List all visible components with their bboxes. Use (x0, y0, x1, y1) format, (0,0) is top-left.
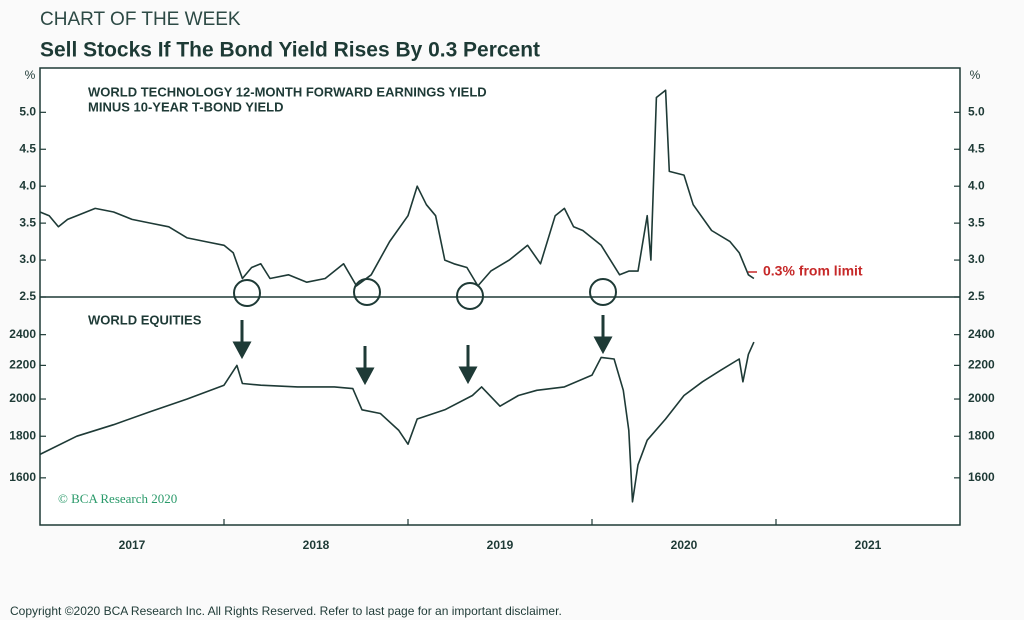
y-tick-label: 2400 (968, 327, 995, 341)
arrow-head (593, 336, 613, 355)
arrows (232, 315, 613, 386)
y-tick-label: 1600 (9, 470, 36, 484)
y-tick-label: 4.0 (968, 178, 985, 192)
unit-label: % (970, 68, 981, 82)
x-tick-label: 2021 (855, 538, 882, 552)
x-tick-label: 2019 (487, 538, 514, 552)
page-title: Sell Stocks If The Bond Yield Rises By 0… (40, 39, 540, 62)
data-line (39, 89, 755, 287)
circle-marker (589, 278, 617, 306)
panel-title: WORLD TECHNOLOGY 12-MONTH FORWARD EARNIN… (88, 84, 487, 99)
y-tick-label: 2200 (9, 358, 36, 372)
y-tick-label: 4.5 (19, 141, 36, 155)
y-tick-label: 4.0 (19, 178, 36, 192)
arrow-head (232, 341, 252, 360)
y-tick-label: 5.0 (19, 104, 36, 118)
arrow-head (458, 366, 478, 385)
y-tick-label: 1600 (968, 470, 995, 484)
circle-marker (233, 279, 261, 307)
y-tick-label: 1800 (9, 428, 36, 442)
y-tick-label: 3.0 (968, 252, 985, 266)
data-line (39, 341, 755, 503)
y-tick-label: 2.5 (968, 289, 985, 303)
y-tick-label: 3.0 (19, 252, 36, 266)
watermark: © BCA Research 2020 (58, 491, 177, 506)
circle-marker (353, 278, 381, 306)
kicker: CHART OF THE WEEK (40, 9, 241, 30)
x-tick-label: 2017 (119, 538, 146, 552)
x-tick-label: 2018 (303, 538, 330, 552)
circle-markers (233, 278, 617, 310)
y-tick-label: 3.5 (19, 215, 36, 229)
y-tick-label: 4.5 (968, 141, 985, 155)
y-tick-label: 2200 (968, 358, 995, 372)
y-tick-label: 2.5 (19, 289, 36, 303)
y-tick-label: 2000 (9, 391, 36, 405)
panel-subtitle: MINUS 10-YEAR T-BOND YIELD (88, 99, 284, 114)
y-tick-label: 5.0 (968, 104, 985, 118)
y-tick-label: 3.5 (968, 215, 985, 229)
footer: Copyright ©2020 BCA Research Inc. All Ri… (10, 604, 562, 618)
panel-title: WORLD EQUITIES (88, 312, 202, 327)
x-tick-label: 2020 (671, 538, 698, 552)
unit-label: % (25, 68, 36, 82)
annotation: 0.3% from limit (763, 263, 863, 279)
arrow-head (355, 367, 375, 386)
y-tick-label: 1800 (968, 428, 995, 442)
y-tick-label: 2000 (968, 391, 995, 405)
circle-marker (456, 282, 484, 310)
y-tick-label: 2400 (9, 327, 36, 341)
